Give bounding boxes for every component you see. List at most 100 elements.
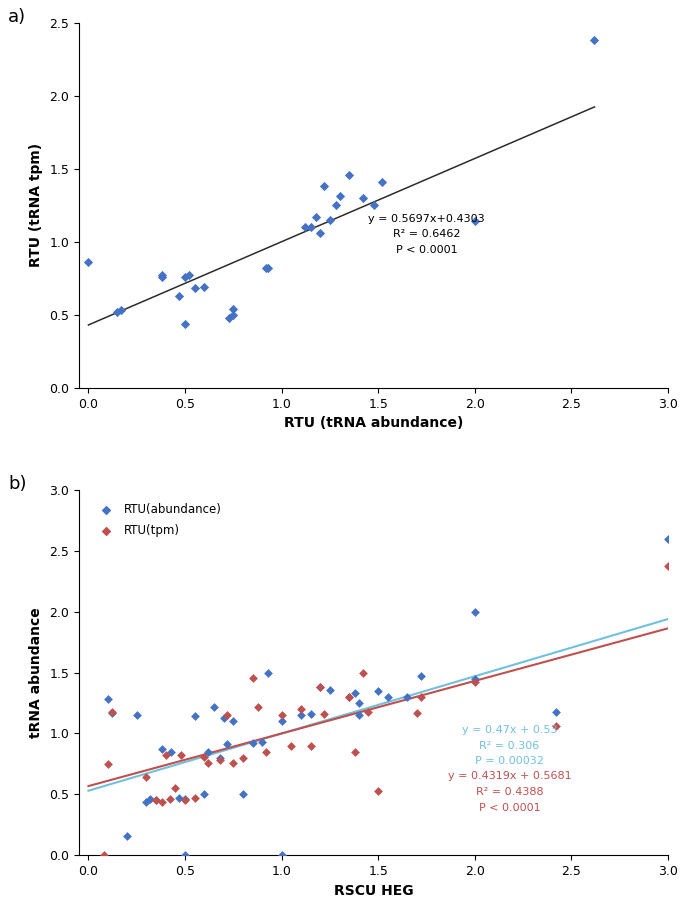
RTU(abundance)	[218, 710, 229, 725]
Point	[189, 281, 200, 296]
RTU(tpm)	[160, 748, 171, 763]
RTU(abundance)	[344, 690, 355, 704]
Point	[262, 261, 273, 275]
RTU(tpm)	[151, 793, 162, 807]
Point	[224, 310, 235, 325]
Point	[83, 255, 94, 270]
RTU(tpm)	[102, 757, 113, 771]
Point	[334, 189, 345, 204]
RTU(abundance)	[305, 707, 316, 721]
RTU(abundance)	[156, 742, 167, 757]
RTU(abundance)	[276, 714, 287, 729]
RTU(abundance)	[353, 696, 364, 710]
RTU(abundance)	[325, 682, 336, 697]
Point	[156, 270, 167, 284]
Point	[369, 198, 379, 213]
RTU(tpm)	[228, 756, 239, 770]
RTU(tpm)	[156, 795, 167, 809]
RTU(tpm)	[170, 781, 181, 795]
RTU(tpm)	[175, 748, 186, 763]
RTU(abundance)	[662, 531, 673, 546]
RTU(abundance)	[179, 848, 190, 862]
RTU(abundance)	[179, 792, 190, 806]
RTU(abundance)	[189, 710, 200, 724]
RTU(abundance)	[262, 665, 273, 680]
RTU(abundance)	[222, 738, 233, 752]
Point	[228, 308, 239, 322]
RTU(tpm)	[415, 690, 426, 704]
Point	[325, 213, 336, 227]
Point	[314, 225, 325, 240]
RTU(abundance)	[550, 704, 561, 719]
Point	[184, 268, 195, 282]
Point	[311, 210, 322, 224]
RTU(tpm)	[222, 708, 233, 722]
RTU(abundance)	[208, 700, 219, 714]
Point	[299, 220, 310, 234]
RTU(tpm)	[550, 719, 561, 733]
RTU(abundance)	[314, 680, 325, 694]
Point	[330, 198, 341, 213]
RTU(tpm)	[261, 745, 272, 759]
RTU(tpm)	[373, 784, 384, 798]
RTU(abundance)	[166, 745, 177, 759]
X-axis label: RTU (tRNA abundance): RTU (tRNA abundance)	[284, 416, 463, 430]
RTU(abundance)	[102, 692, 113, 707]
RTU(tpm)	[357, 665, 368, 680]
RTU(abundance)	[174, 791, 185, 805]
RTU(tpm)	[164, 792, 175, 806]
Point	[199, 280, 210, 294]
RTU(tpm)	[314, 680, 325, 694]
RTU(tpm)	[319, 707, 329, 721]
RTU(abundance)	[415, 669, 426, 683]
Point	[179, 316, 190, 330]
RTU(tpm)	[214, 753, 225, 767]
RTU(tpm)	[295, 702, 306, 717]
Point	[589, 33, 600, 47]
RTU(abundance)	[373, 683, 384, 698]
Point	[112, 305, 123, 319]
RTU(tpm)	[349, 745, 360, 759]
Text: y = 0.47x + 0.53
R² = 0.306
P = 0.00032: y = 0.47x + 0.53 R² = 0.306 P = 0.00032	[462, 725, 557, 767]
RTU(tpm)	[238, 750, 249, 765]
Text: a): a)	[8, 8, 26, 26]
RTU(abundance)	[132, 708, 142, 722]
RTU(abundance)	[121, 828, 132, 843]
RTU(tpm)	[286, 738, 297, 753]
RTU(tpm)	[179, 793, 190, 807]
Point	[319, 179, 329, 194]
RTU(tpm)	[363, 704, 374, 719]
RTU(tpm)	[106, 704, 117, 719]
RTU(abundance)	[276, 848, 287, 862]
Point	[261, 261, 272, 275]
Y-axis label: tRNA abundance: tRNA abundance	[29, 607, 43, 738]
RTU(tpm)	[253, 700, 264, 714]
RTU(tpm)	[344, 690, 355, 704]
RTU(abundance)	[199, 787, 210, 802]
Point	[469, 214, 480, 229]
Point	[179, 270, 190, 284]
RTU(abundance)	[247, 736, 258, 750]
RTU(tpm)	[411, 706, 422, 720]
RTU(abundance)	[295, 708, 306, 722]
RTU(tpm)	[276, 708, 287, 722]
RTU(abundance)	[349, 686, 360, 700]
Legend: RTU(abundance), RTU(tpm): RTU(abundance), RTU(tpm)	[90, 500, 225, 541]
Y-axis label: RTU (tRNA tpm): RTU (tRNA tpm)	[29, 143, 43, 267]
Point	[228, 301, 239, 316]
RTU(abundance)	[145, 792, 155, 806]
RTU(tpm)	[199, 749, 210, 764]
RTU(tpm)	[469, 675, 480, 690]
RTU(abundance)	[151, 793, 162, 807]
X-axis label: RSCU HEG: RSCU HEG	[334, 883, 413, 898]
RTU(tpm)	[141, 770, 152, 785]
Text: y = 0.4319x + 0.5681
R² = 0.4388
P < 0.0001: y = 0.4319x + 0.5681 R² = 0.4388 P < 0.0…	[448, 771, 571, 813]
RTU(abundance)	[469, 672, 480, 686]
RTU(abundance)	[214, 750, 225, 765]
Text: b): b)	[8, 475, 27, 493]
RTU(tpm)	[305, 738, 316, 753]
Point	[344, 167, 355, 182]
RTU(tpm)	[662, 558, 673, 573]
Point	[305, 220, 316, 234]
RTU(tpm)	[247, 671, 258, 685]
